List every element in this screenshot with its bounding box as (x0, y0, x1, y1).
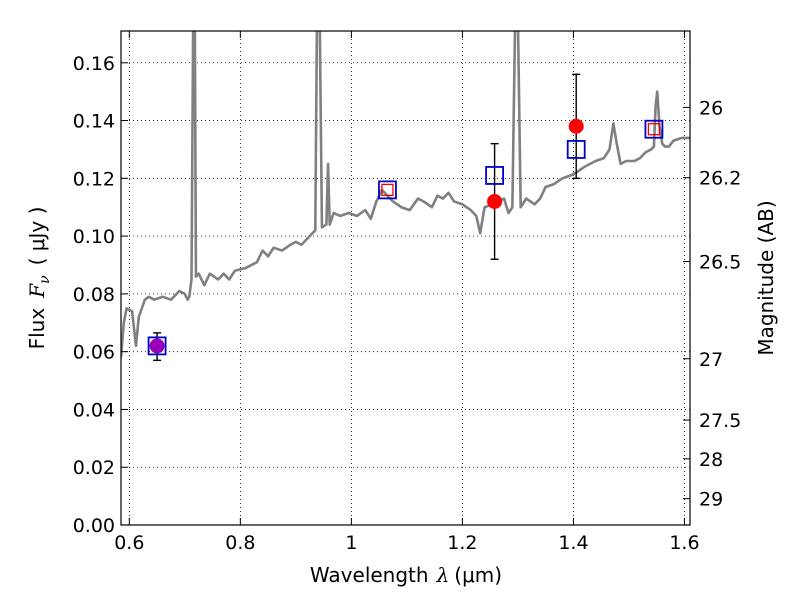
right-axis-label: Magnitude (AB) (754, 200, 778, 355)
y-tick-label: 0.14 (73, 111, 115, 133)
y-axis-label-symbol: F (25, 283, 49, 299)
plot-frame (120, 30, 691, 526)
x-axis-label: Wavelength λ (μm) (310, 563, 502, 587)
y-tick-label: 0.10 (73, 226, 115, 248)
x-axis-label-unit: (μm) (454, 563, 502, 587)
right-tick-label: 29 (699, 489, 723, 511)
x-tick-label: 1 (345, 532, 357, 554)
open-square-marker (378, 180, 397, 200)
y-tick-label: 0.06 (73, 342, 115, 364)
x-tick-label: 1.4 (558, 532, 588, 554)
right-tick-label: 26 (699, 97, 723, 119)
open-square-marker (485, 166, 504, 185)
x-tick-label: 1.6 (669, 532, 699, 554)
right-tick-label: 26.2 (699, 168, 741, 190)
open-square-marker (566, 140, 586, 159)
y-tick-label: 0.16 (73, 53, 115, 75)
y-axis-label-subscript: ν (37, 275, 53, 284)
y-tick-label: 0.02 (73, 457, 115, 479)
x-tick-label: 0.6 (114, 532, 144, 554)
x-tick-label: 0.8 (225, 532, 255, 554)
spectrum-line (121, 31, 690, 358)
y-axis-label-unit: ( μJy ) (25, 207, 49, 266)
tick-labels: 0.6 0.8 1 1.2 1.4 1.6 0.00 0.02 0.04 0.06 0.08 0.10… (73, 53, 742, 554)
small-open-square-marker (647, 123, 661, 136)
x-axis-label-text: Wavelength (310, 563, 429, 587)
right-tick-label: 27 (699, 349, 723, 371)
y-tick-label: 0.00 (73, 515, 115, 537)
axis-ticks (121, 31, 690, 526)
small-open-square-marker (381, 183, 394, 197)
filled-circle-marker (568, 118, 584, 134)
y-axis-label-text: Flux (25, 308, 49, 350)
y-tick-label: 0.04 (73, 399, 115, 421)
right-tick-label: 28 (699, 449, 723, 471)
x-axis-label-symbol: λ (436, 563, 450, 587)
right-tick-label: 26.5 (699, 252, 741, 274)
filled-circle-marker (149, 338, 165, 354)
y-tick-label: 0.08 (73, 284, 115, 306)
spectrum-layer (121, 31, 690, 358)
open-square-marker (644, 119, 664, 139)
right-tick-label: 27.5 (699, 410, 741, 432)
y-tick-label: 0.12 (73, 168, 115, 190)
open-square-marker (147, 336, 167, 356)
data-points (147, 73, 664, 362)
filled-circle-marker (487, 193, 503, 209)
x-tick-label: 1.2 (447, 532, 477, 554)
y-axis-label: Flux Fν ( μJy ) (25, 207, 53, 350)
